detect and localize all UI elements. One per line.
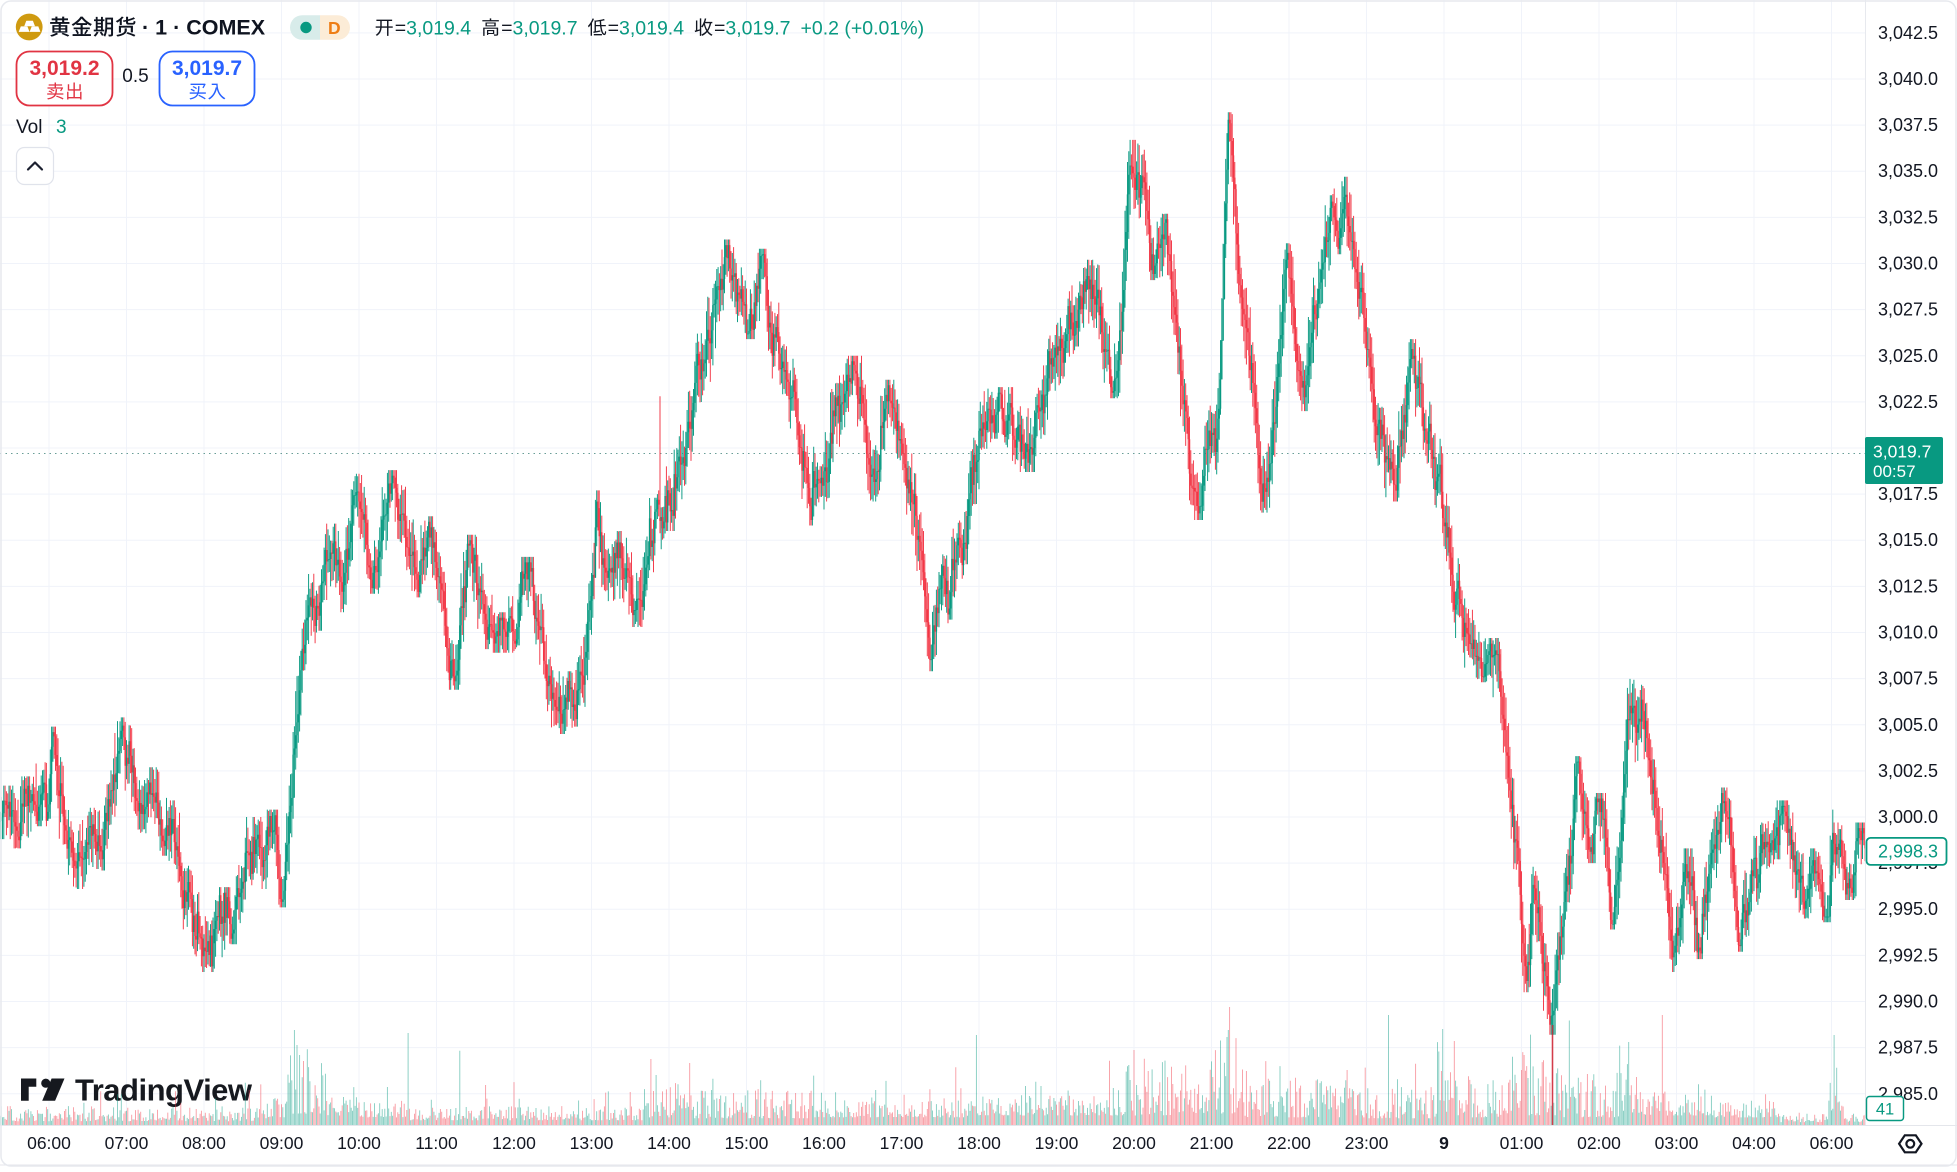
svg-text:13:00: 13:00 xyxy=(570,1133,614,1153)
svg-text:11:00: 11:00 xyxy=(415,1133,458,1153)
svg-text:3,042.5: 3,042.5 xyxy=(1878,23,1938,43)
svg-text:41: 41 xyxy=(1876,1101,1894,1119)
svg-text:+0.2 (+0.01%): +0.2 (+0.01%) xyxy=(801,17,925,39)
svg-text:20:00: 20:00 xyxy=(1112,1133,1156,1153)
svg-text:Vol: Vol xyxy=(16,117,42,138)
svg-text:3,015.0: 3,015.0 xyxy=(1878,530,1938,550)
svg-text:22:00: 22:00 xyxy=(1267,1133,1311,1153)
svg-text:3,000.0: 3,000.0 xyxy=(1878,807,1938,827)
svg-text:2,990.0: 2,990.0 xyxy=(1878,992,1938,1012)
svg-text:3,019.2: 3,019.2 xyxy=(29,57,99,80)
svg-text:9: 9 xyxy=(1439,1133,1449,1153)
svg-text:09:00: 09:00 xyxy=(260,1133,304,1153)
svg-text:D: D xyxy=(328,18,341,38)
svg-text:0.5: 0.5 xyxy=(122,66,148,87)
svg-text:3,017.5: 3,017.5 xyxy=(1878,484,1938,504)
svg-text:3,035.0: 3,035.0 xyxy=(1878,161,1938,181)
svg-text:3,019.4: 3,019.4 xyxy=(406,17,471,39)
svg-text:06:00: 06:00 xyxy=(27,1133,71,1153)
svg-text:=: = xyxy=(501,17,512,39)
svg-text:3,010.0: 3,010.0 xyxy=(1878,623,1938,643)
svg-text:3,005.0: 3,005.0 xyxy=(1878,715,1938,735)
svg-text:3,032.5: 3,032.5 xyxy=(1878,207,1938,227)
svg-text:08:00: 08:00 xyxy=(182,1133,226,1153)
svg-text:3,019.7: 3,019.7 xyxy=(1873,442,1931,462)
svg-text:00:57: 00:57 xyxy=(1873,462,1916,481)
svg-text:· 1 · COMEX: · 1 · COMEX xyxy=(142,16,266,40)
svg-text:2,998.3: 2,998.3 xyxy=(1878,841,1938,861)
svg-text:01:00: 01:00 xyxy=(1500,1133,1544,1153)
svg-text:16:00: 16:00 xyxy=(802,1133,846,1153)
svg-text:=: = xyxy=(714,17,725,39)
svg-text:21:00: 21:00 xyxy=(1190,1133,1234,1153)
svg-text:3,012.5: 3,012.5 xyxy=(1878,576,1938,596)
svg-text:3,019.7: 3,019.7 xyxy=(513,17,578,39)
svg-text:2,987.5: 2,987.5 xyxy=(1878,1038,1938,1058)
svg-text:23:00: 23:00 xyxy=(1345,1133,1389,1153)
svg-text:=: = xyxy=(608,17,619,39)
svg-text:04:00: 04:00 xyxy=(1732,1133,1776,1153)
svg-text:07:00: 07:00 xyxy=(105,1133,149,1153)
svg-text:14:00: 14:00 xyxy=(647,1133,691,1153)
svg-text:3,019.7: 3,019.7 xyxy=(725,17,790,39)
svg-text:3,040.0: 3,040.0 xyxy=(1878,69,1938,89)
svg-text:3,025.0: 3,025.0 xyxy=(1878,346,1938,366)
svg-text:19:00: 19:00 xyxy=(1035,1133,1079,1153)
svg-text:3: 3 xyxy=(56,117,67,138)
svg-text:TradingView: TradingView xyxy=(75,1073,253,1108)
svg-text:3,030.0: 3,030.0 xyxy=(1878,254,1938,274)
svg-text:02:00: 02:00 xyxy=(1577,1133,1621,1153)
svg-text:3,022.5: 3,022.5 xyxy=(1878,392,1938,412)
svg-text:3,007.5: 3,007.5 xyxy=(1878,669,1938,689)
svg-text:3,037.5: 3,037.5 xyxy=(1878,115,1938,135)
svg-text:10:00: 10:00 xyxy=(337,1133,381,1153)
svg-text:2,992.5: 2,992.5 xyxy=(1878,945,1938,965)
svg-text:3,019.7: 3,019.7 xyxy=(172,57,242,80)
svg-text:17:00: 17:00 xyxy=(880,1133,924,1153)
svg-text:15:00: 15:00 xyxy=(725,1133,769,1153)
svg-text:3,019.4: 3,019.4 xyxy=(619,17,684,39)
svg-text:12:00: 12:00 xyxy=(492,1133,536,1153)
svg-text:03:00: 03:00 xyxy=(1655,1133,1699,1153)
svg-text:06:00: 06:00 xyxy=(1810,1133,1854,1153)
svg-text:3,002.5: 3,002.5 xyxy=(1878,761,1938,781)
svg-text:2,995.0: 2,995.0 xyxy=(1878,899,1938,919)
svg-text:18:00: 18:00 xyxy=(957,1133,1001,1153)
svg-text:=: = xyxy=(395,17,406,39)
svg-text:3,027.5: 3,027.5 xyxy=(1878,300,1938,320)
